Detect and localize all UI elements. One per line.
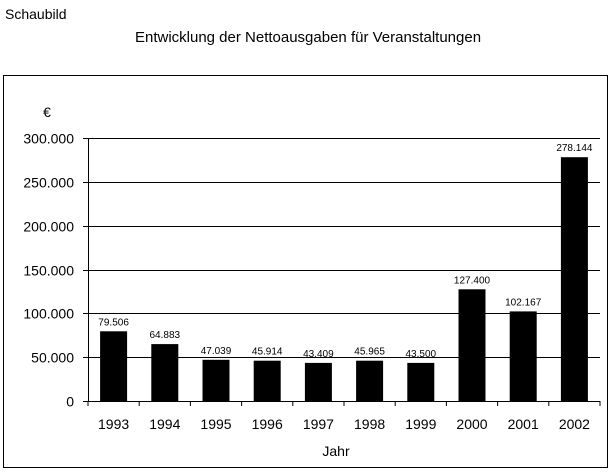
y-tick-label: 0 [66, 394, 74, 410]
bar-value-label: 45.965 [354, 347, 385, 358]
bar [560, 157, 588, 401]
x-tick-label: 1994 [149, 416, 180, 432]
bar-value-label: 102.167 [505, 297, 542, 308]
x-tick-label: 2002 [559, 416, 590, 432]
y-tick-label: 50.000 [31, 350, 74, 366]
bar-value-label: 43.409 [303, 349, 334, 360]
bar [458, 289, 486, 401]
chart-frame [3, 75, 608, 468]
bar [202, 359, 230, 401]
x-tick-label: 1998 [354, 416, 385, 432]
bar [304, 362, 332, 401]
y-tick-label: 150.000 [23, 263, 74, 279]
x-tick-label: 2000 [456, 416, 487, 432]
x-axis-label: Jahr [322, 443, 350, 459]
y-axis-label: € [43, 104, 51, 120]
bar [151, 344, 179, 401]
chart-title: Entwicklung der Nettoausgaben für Verans… [134, 29, 482, 46]
bar-value-label: 64.883 [150, 330, 181, 341]
x-tick-label: 2001 [508, 416, 539, 432]
x-tick-label: 1995 [200, 416, 231, 432]
x-tick-label: 1996 [252, 416, 283, 432]
bar [407, 362, 435, 401]
bar-value-label: 278.144 [556, 143, 593, 154]
chart-caption-label: Schaubild [5, 6, 67, 22]
x-tick-label: 1997 [303, 416, 334, 432]
bar [253, 360, 281, 401]
bar-value-label: 47.039 [201, 346, 232, 357]
y-tick-label: 250.000 [23, 175, 74, 191]
y-tick-label: 100.000 [23, 306, 74, 322]
bar-value-label: 127.400 [454, 275, 491, 286]
y-tick-label: 200.000 [23, 219, 74, 235]
bar [356, 360, 384, 401]
bar [509, 311, 537, 401]
x-tick-label: 1999 [405, 416, 436, 432]
y-tick-label: 300.000 [23, 131, 74, 147]
bar-value-label: 43.500 [406, 349, 437, 360]
x-tick-label: 1993 [98, 416, 129, 432]
bar-value-label: 79.506 [98, 317, 129, 328]
bar [100, 331, 128, 401]
bar-value-label: 45.914 [252, 347, 283, 358]
